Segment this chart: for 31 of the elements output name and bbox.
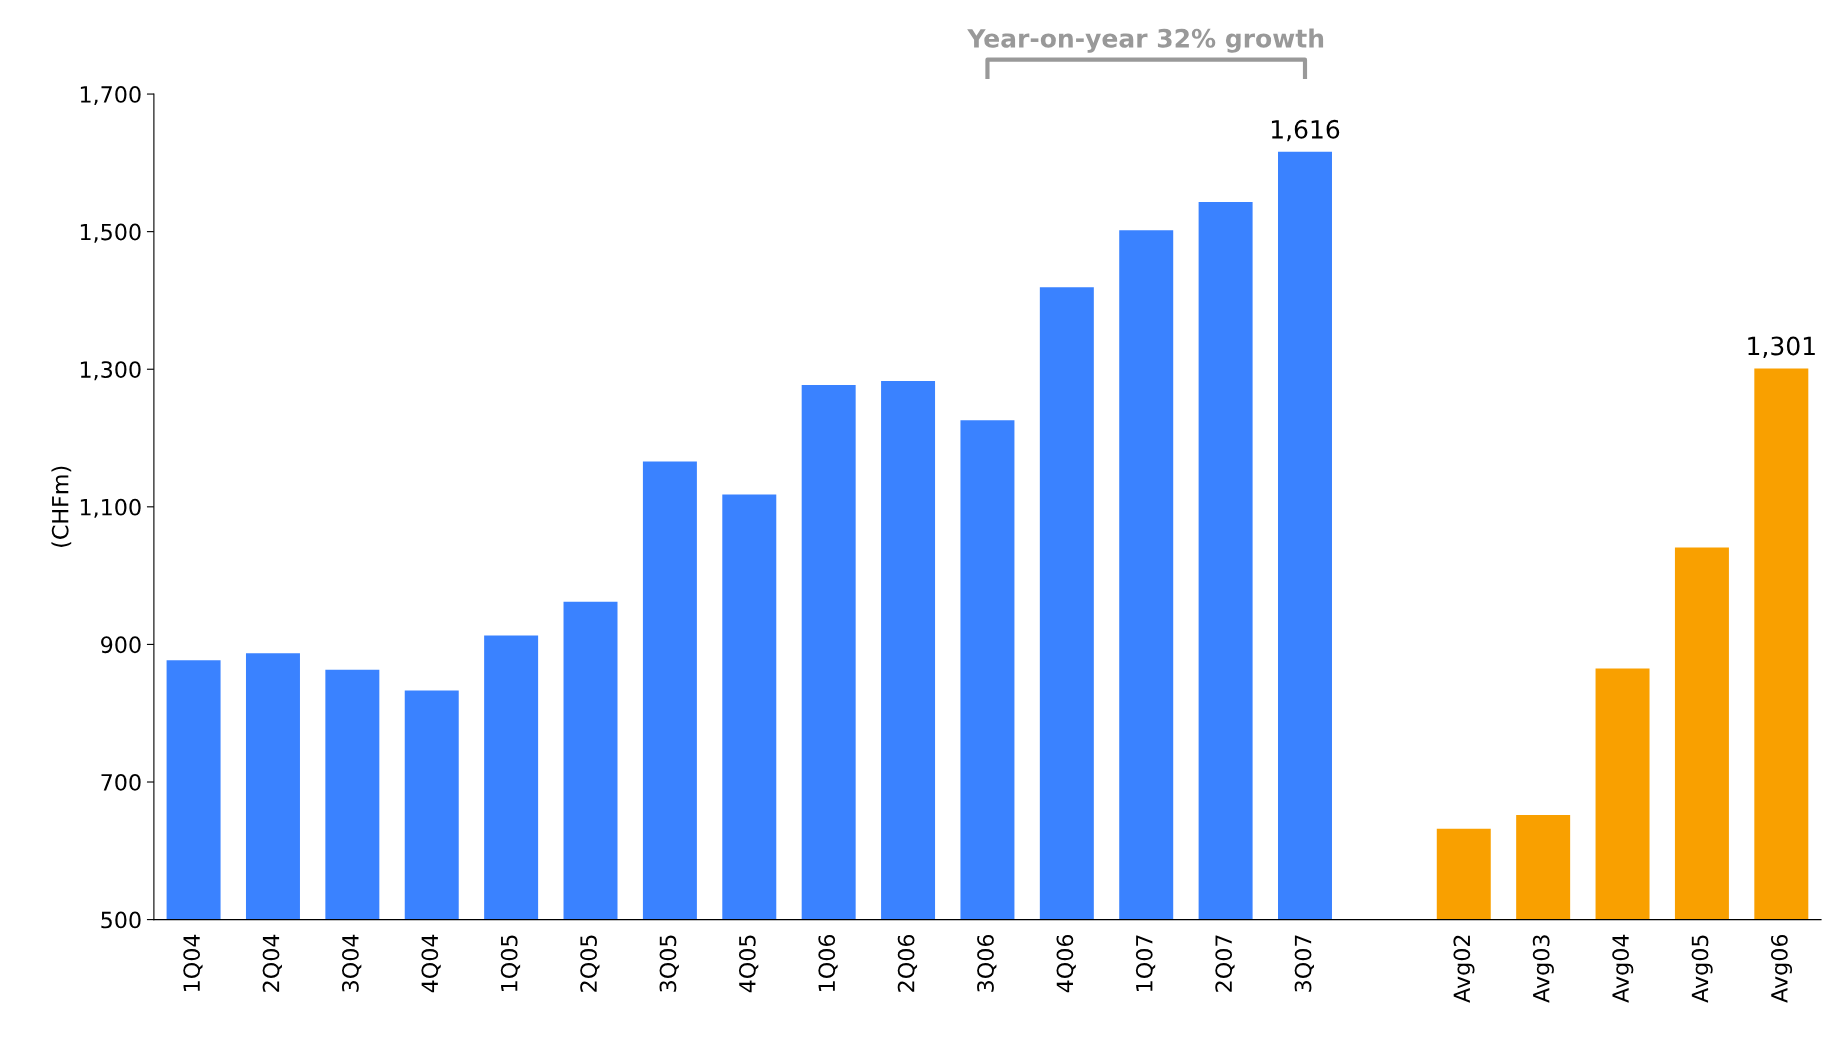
y-axis-title: (CHFm) [51, 466, 72, 547]
x-tick-label: 3Q06 [977, 934, 997, 992]
x-tick-label: 3Q04 [341, 934, 362, 992]
y-tick-label: 1,300 [80, 361, 141, 381]
x-tick-label: Avg03 [1532, 935, 1554, 1003]
y-tick-label: 900 [101, 636, 141, 654]
x-tick-label: 2Q07 [1215, 935, 1235, 992]
x-tick-label: 4Q06 [1056, 934, 1076, 993]
x-tick-label: 2Q06 [897, 934, 918, 992]
y-tick-label: 500 [101, 911, 141, 929]
y-tick-label: 1,700 [80, 86, 141, 106]
x-tick-label: 1Q06 [818, 934, 838, 991]
x-tick-label: Avg02 [1453, 935, 1475, 1003]
y-tick-label: 1,100 [80, 498, 141, 518]
x-tick-label: 2Q04 [262, 934, 282, 992]
data-label: 1,301 [1748, 336, 1815, 358]
text: Year-on-year 32% growth [967, 28, 1324, 53]
y-tick-label: 1,500 [80, 223, 141, 243]
x-tick-label: 3Q05 [659, 935, 679, 992]
data-label: 1,616 [1271, 119, 1340, 142]
y-tick-label: 700 [101, 773, 141, 791]
x-tick-label: 1Q04 [183, 934, 203, 991]
x-tick-label: Avg05 [1691, 935, 1713, 1003]
x-tick-label: Avg04 [1612, 934, 1634, 1003]
x-tick-label: 1Q07 [1135, 935, 1156, 991]
x-tick-label: Avg06 [1770, 934, 1793, 1003]
x-tick-label: 3Q07 [1294, 935, 1314, 992]
x-tick-label: 1Q05 [500, 935, 521, 991]
x-tick-label: 4Q05 [738, 935, 759, 993]
x-tick-label: 4Q04 [421, 934, 441, 993]
x-tick-label: 2Q05 [580, 935, 600, 992]
